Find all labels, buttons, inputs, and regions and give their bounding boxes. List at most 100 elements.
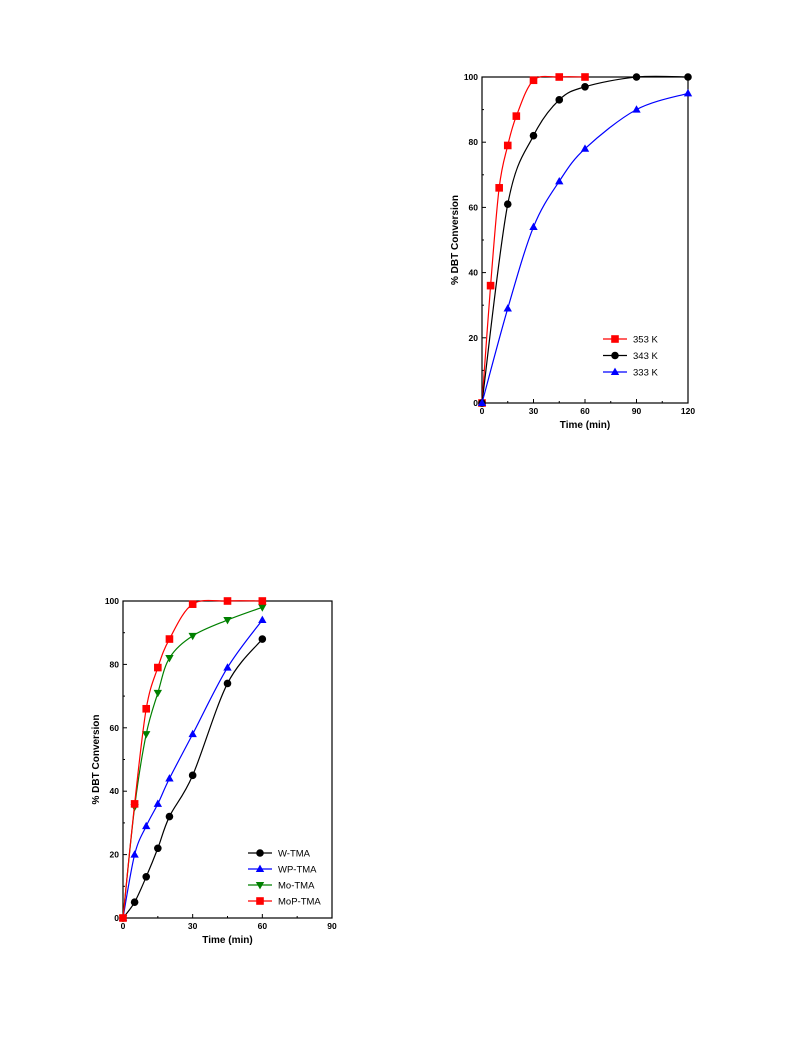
data-point (503, 200, 512, 208)
data-point (142, 872, 151, 881)
x-tick-label: 60 (580, 406, 590, 416)
y-tick-label: 40 (110, 786, 120, 796)
data-point (580, 144, 590, 152)
series-line (481, 75, 586, 404)
x-tick-label: 0 (480, 406, 485, 416)
data-point (130, 800, 139, 808)
y-tick-label: 100 (105, 596, 119, 606)
data-point (555, 176, 564, 185)
x-tick-label: 120 (681, 406, 695, 416)
data-point (512, 112, 521, 120)
legend: 353 K 343 K 333 K (603, 335, 658, 379)
data-point (165, 774, 174, 782)
data-point (555, 96, 564, 104)
legend-label: 333 K (633, 368, 658, 379)
data-point (258, 615, 267, 624)
x-tick-label: 30 (188, 921, 198, 931)
y-tick-label: 100 (464, 72, 478, 82)
series-line (122, 606, 263, 919)
data-point (142, 731, 151, 739)
x-tick-label: 60 (258, 921, 268, 931)
legend-item: 353 K (603, 335, 658, 346)
data-point (142, 704, 151, 713)
data-point (154, 663, 162, 672)
data-point (153, 689, 163, 698)
y-tick-label: 80 (110, 659, 120, 669)
series-343-k (478, 73, 692, 407)
legend-label: 353 K (633, 335, 658, 346)
data-point (188, 600, 197, 608)
legend-item: MoP-TMA (248, 897, 321, 908)
data-point (632, 73, 641, 81)
x-tick-label: 0 (121, 921, 126, 931)
legend-label: Mo-TMA (278, 881, 315, 892)
data-point (223, 663, 232, 671)
x-tick-label: 90 (327, 921, 337, 931)
data-point (477, 398, 487, 407)
y-tick-label: 40 (469, 268, 479, 278)
data-point (165, 812, 174, 821)
data-point (503, 304, 512, 312)
legend-marker (255, 864, 265, 873)
data-point (529, 76, 538, 85)
legend-item: 333 K (603, 368, 658, 379)
chart-dbt-conversion-catalysts: 0 30 60 90 0 20 40 60 80 100 Time (min) % DBT Conve… (91, 596, 337, 946)
y-tick-label: 20 (110, 850, 120, 860)
data-point (581, 73, 589, 81)
data-point (188, 771, 197, 780)
data-point (223, 597, 232, 605)
data-point (258, 635, 267, 643)
y-axis-label: % DBT Conversion (450, 195, 461, 285)
data-point (130, 850, 139, 858)
legend-item: 343 K (603, 351, 658, 362)
y-tick-label: 80 (469, 137, 479, 147)
data-point (130, 898, 139, 906)
data-point (258, 604, 267, 612)
data-point (154, 844, 162, 853)
data-point (486, 281, 495, 290)
data-point (119, 914, 127, 922)
legend-marker (256, 849, 264, 857)
x-axis-label: Time (min) (202, 935, 252, 946)
y-tick-label: 60 (469, 202, 479, 212)
data-point (683, 88, 693, 97)
series-353-k (478, 73, 589, 407)
legend-marker (610, 367, 620, 376)
y-tick-label: 20 (469, 333, 479, 343)
legend-label: W-TMA (278, 849, 311, 860)
data-point (555, 73, 564, 81)
data-point (165, 635, 174, 643)
x-tick-label: 90 (632, 406, 642, 416)
data-point (258, 597, 267, 605)
data-point (684, 73, 692, 81)
legend-marker (611, 335, 619, 343)
legend: W-TMA WP-TMA Mo-TMA MoP-TMA (248, 849, 321, 908)
x-tick-label: 30 (529, 406, 539, 416)
data-point (503, 141, 512, 150)
legend-label: 343 K (633, 351, 658, 362)
data-point (223, 616, 232, 625)
data-point (165, 655, 174, 663)
data-point (529, 222, 538, 230)
chart-dbt-conversion-temperature: 0 30 60 90 120 0 20 40 60 80 100 Time (min) % DBT Co… (450, 72, 695, 431)
series-333-k (477, 88, 693, 407)
legend-label: MoP-TMA (278, 897, 321, 908)
data-point (142, 821, 151, 830)
y-tick-label: 0 (114, 913, 119, 923)
series-mop-tma (119, 597, 267, 922)
data-point (632, 105, 641, 113)
y-tick-label: 0 (473, 398, 478, 408)
legend-marker (255, 881, 265, 890)
data-point (581, 82, 589, 91)
data-point (529, 131, 538, 140)
series-line (122, 619, 263, 919)
series-mo-tma (118, 604, 267, 923)
legend-marker (611, 351, 619, 360)
series-wp-tma (118, 615, 267, 922)
data-point (153, 799, 163, 807)
data-point (223, 679, 232, 688)
y-tick-label: 60 (110, 723, 120, 733)
y-axis-label: % DBT Conversion (91, 714, 102, 804)
legend-marker (256, 897, 264, 905)
legend-item: W-TMA (248, 849, 311, 860)
